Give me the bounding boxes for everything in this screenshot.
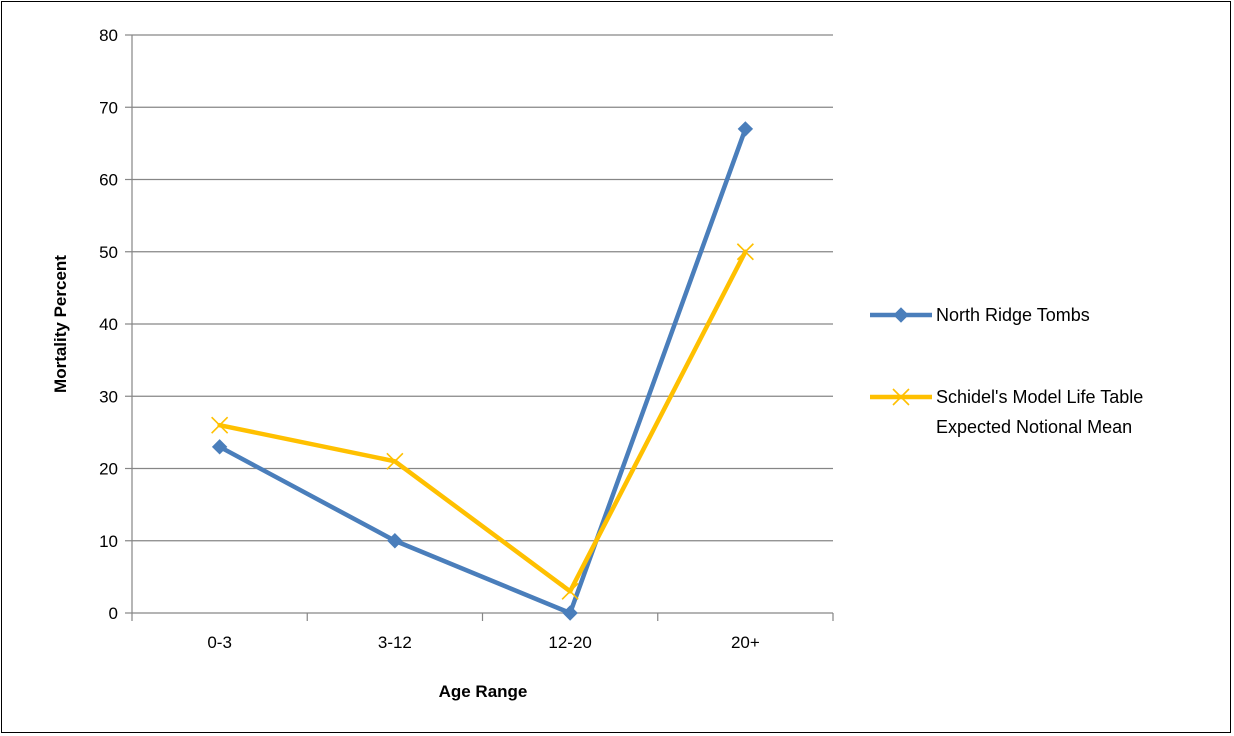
y-tick-label: 40 bbox=[99, 315, 118, 334]
y-tick-label: 70 bbox=[99, 98, 118, 117]
y-tick-label: 10 bbox=[99, 532, 118, 551]
data-point-1 bbox=[386, 452, 404, 470]
y-tick-label: 0 bbox=[109, 604, 118, 623]
series-line-1 bbox=[217, 249, 748, 594]
data-point-1 bbox=[736, 243, 754, 261]
y-tick-label: 30 bbox=[99, 387, 118, 406]
x-tick-label: 0-3 bbox=[207, 633, 232, 652]
y-tick-label: 20 bbox=[99, 460, 118, 479]
y-axis-title: Mortality Percent bbox=[51, 255, 70, 393]
legend-label-0: North Ridge Tombs bbox=[936, 305, 1090, 325]
legend-marker-1 bbox=[892, 388, 910, 406]
y-tick-label: 60 bbox=[99, 171, 118, 190]
legend: North Ridge Tombs Schidel's Model Life Ta… bbox=[870, 305, 1143, 437]
series-layer bbox=[211, 121, 754, 621]
data-point-0 bbox=[737, 121, 754, 137]
data-point-0 bbox=[387, 533, 403, 549]
series-line-0 bbox=[217, 126, 748, 616]
data-point-1 bbox=[561, 582, 579, 600]
legend-marker-0 bbox=[893, 307, 909, 323]
legend-label-1: Expected Notional Mean bbox=[936, 417, 1132, 437]
x-tick-label: 20+ bbox=[731, 633, 760, 652]
data-point-0 bbox=[562, 605, 578, 621]
data-point-0 bbox=[211, 439, 228, 455]
legend-label-1: Schidel's Model Life Table bbox=[936, 387, 1143, 407]
y-tick-label: 50 bbox=[99, 243, 118, 262]
x-tick-label: 12-20 bbox=[548, 633, 591, 652]
y-tick-label: 80 bbox=[99, 26, 118, 45]
axes bbox=[125, 34, 834, 621]
tick-labels: 0 10 20 30 40 50 60 70 80 0-3 3-12 12-20 20+ bbox=[99, 26, 760, 652]
x-axis-title: Age Range bbox=[439, 682, 528, 701]
gridlines bbox=[132, 34, 833, 542]
x-tick-label: 3-12 bbox=[378, 633, 412, 652]
data-point-1 bbox=[211, 416, 229, 434]
